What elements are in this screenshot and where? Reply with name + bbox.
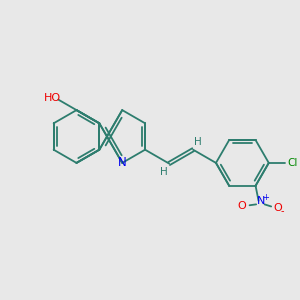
- Text: HO: HO: [44, 93, 62, 103]
- Text: H: H: [160, 167, 168, 177]
- Text: +: +: [262, 193, 268, 202]
- Text: N: N: [257, 196, 265, 206]
- Text: N: N: [118, 156, 127, 170]
- Text: -: -: [281, 207, 284, 217]
- Text: H: H: [194, 137, 202, 147]
- Text: O: O: [238, 202, 246, 212]
- Text: Cl: Cl: [288, 158, 298, 168]
- Text: O: O: [274, 203, 282, 213]
